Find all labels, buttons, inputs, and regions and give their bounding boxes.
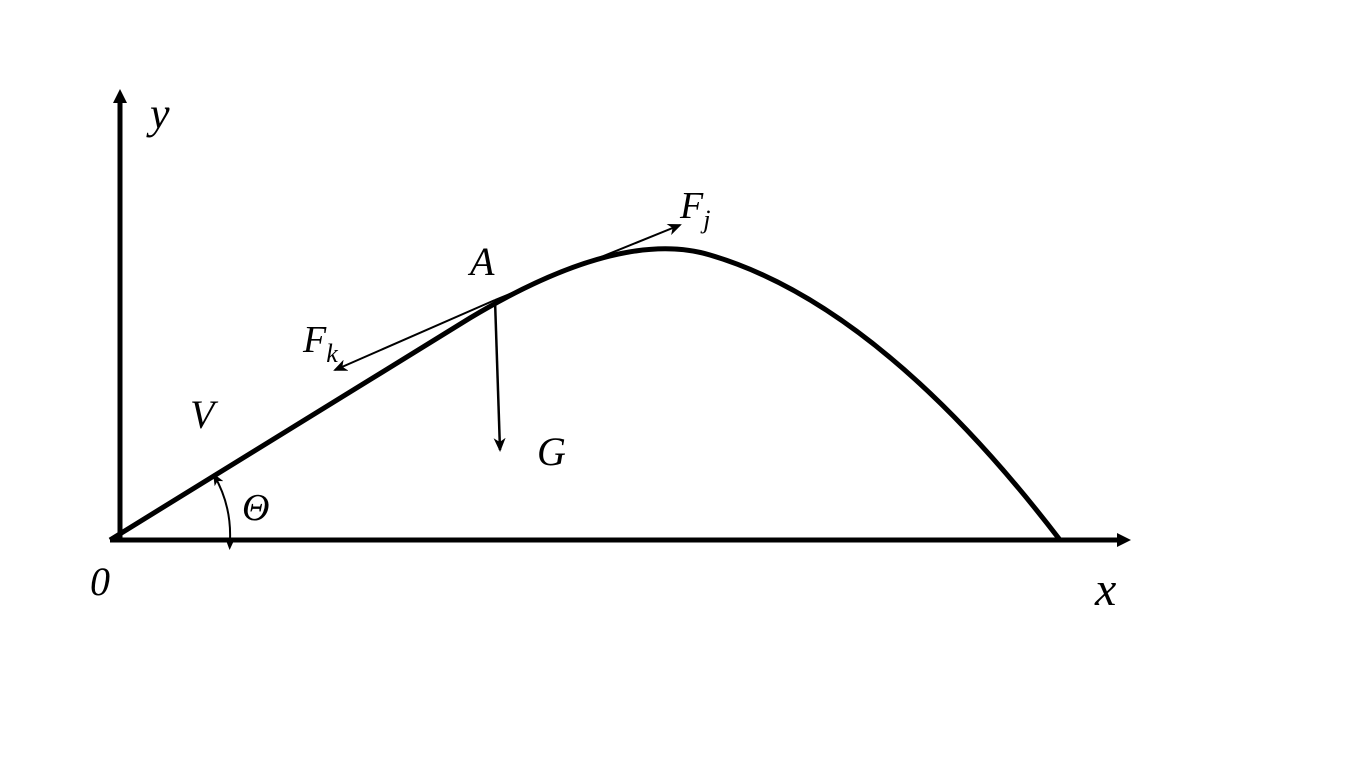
- label-y-axis: y: [146, 89, 170, 138]
- label-g: G: [537, 429, 566, 474]
- vector-fj: [495, 225, 680, 300]
- label-fk: Fk: [302, 319, 338, 368]
- label-origin: 0: [90, 559, 110, 604]
- label-x-axis: x: [1094, 563, 1116, 616]
- label-fj: Fj: [679, 185, 710, 234]
- label-angle: Θ: [242, 487, 269, 529]
- physics-diagram: 0 x y V Θ A Fj Fk G: [0, 0, 1352, 768]
- label-velocity: V: [190, 392, 219, 437]
- label-point-a: A: [467, 239, 495, 284]
- angle-arc: [214, 475, 230, 540]
- vector-fk: [335, 300, 495, 370]
- vector-g: [495, 300, 500, 450]
